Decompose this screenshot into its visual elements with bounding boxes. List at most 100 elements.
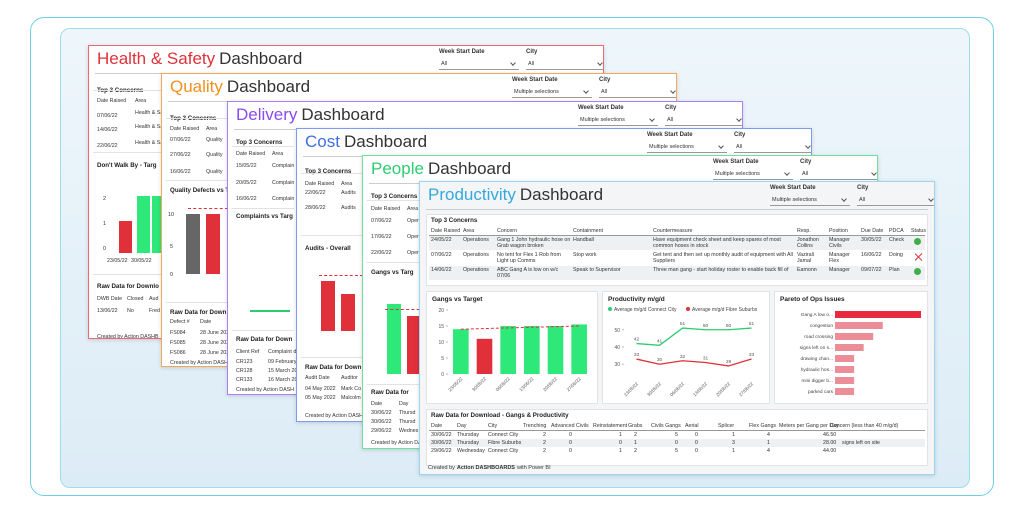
card-text: Area xyxy=(407,206,419,212)
table-cell: Gang 1 John hydraulic hose on Grab wagon… xyxy=(497,237,571,249)
filter-dropdown: Multiple selections xyxy=(647,142,727,153)
column-header: Area xyxy=(463,228,475,234)
chart-title: Productivity m/g/d xyxy=(608,296,665,303)
legend-label: Average m/g/d Connect City xyxy=(614,307,677,313)
data-label: 33 xyxy=(749,352,755,358)
column-header: Reinstatement xyxy=(593,423,628,429)
chart-bar-fragment xyxy=(206,214,220,274)
bar xyxy=(476,338,493,374)
card-text: Date Raised xyxy=(305,181,335,187)
chart-title: Gangs vs Target xyxy=(432,296,483,303)
bar xyxy=(571,324,587,374)
table-cell: Connect City xyxy=(488,448,519,454)
table-cell: 2 xyxy=(543,448,546,454)
table-cell: 07/06/22 xyxy=(431,252,452,258)
table-cell: Stop work xyxy=(573,252,597,258)
x-tick-label: 30/05/22 xyxy=(471,376,487,392)
card-text: Client Ref xyxy=(236,349,260,355)
panel: Raw Data for Download - Gangs & Producti… xyxy=(426,409,928,466)
table-cell: 0 xyxy=(675,440,678,446)
panel-divider xyxy=(232,146,294,147)
dashboard-title: Cost Dashboard xyxy=(305,132,427,152)
panel-divider xyxy=(93,274,165,275)
filter-label: Week Start Date xyxy=(439,49,485,55)
category-label: road crossing xyxy=(804,334,833,340)
footer-brand: Action DASHBOARDS xyxy=(456,465,515,471)
footer-text: with Power BI xyxy=(516,465,551,471)
title-word: Health & Safety xyxy=(97,49,216,68)
card-text: 20/05/22 xyxy=(236,180,257,186)
y-tick-label: 30 xyxy=(614,362,620,368)
card-text: 16/06/22 xyxy=(170,169,191,175)
data-label: 41 xyxy=(657,338,663,344)
filter-dropdown: All xyxy=(439,59,519,70)
dashboard-title: Delivery Dashboard xyxy=(236,105,385,125)
table-cell: 28.00 xyxy=(823,440,837,446)
card-text: Complain xyxy=(272,180,295,186)
title-word: Cost xyxy=(305,132,340,151)
card-text: 28 June 2022 xyxy=(200,330,233,336)
table-cell: Vazirali Jamal xyxy=(797,252,814,264)
column-header: Containment xyxy=(573,228,604,234)
section-title: Raw Data for Down xyxy=(236,336,293,343)
card-text: Created by Action DAS xyxy=(371,440,426,446)
card-text: 0 xyxy=(170,272,173,278)
column-header: Resp. xyxy=(797,228,811,234)
filter-dropdown: All xyxy=(800,169,877,180)
table-cell: 1 xyxy=(732,448,735,454)
card-text: FS084 xyxy=(170,330,186,336)
card-text: Created by Action DASHB xyxy=(97,334,159,339)
section-title: Gangs vs Targ xyxy=(371,269,414,276)
outer-frame xyxy=(30,17,994,496)
data-label: 33 xyxy=(634,352,640,358)
card-text: Oper xyxy=(407,218,419,224)
card-text: 07/06/22 xyxy=(170,137,191,143)
card-text: 16/06/22 xyxy=(236,196,257,202)
panel-divider xyxy=(367,200,429,201)
panel: Productivity m/g/d Average m/g/d Connect … xyxy=(602,291,770,404)
card-text: No xyxy=(127,308,134,314)
table-cell: Wednesday xyxy=(457,448,485,454)
footer-text: Created by xyxy=(428,465,455,471)
table-cell: Manager Flex xyxy=(829,252,850,264)
column-header: Trenching xyxy=(523,423,547,429)
card-text: Aud xyxy=(149,296,159,302)
target-line-fragment xyxy=(188,208,228,209)
card-text: Date xyxy=(371,401,383,407)
bar xyxy=(835,377,855,384)
table-cell: 0 xyxy=(569,448,572,454)
card-text: 15/05/22 xyxy=(236,163,257,169)
section-title: Raw Data for Down xyxy=(170,309,227,316)
status-cross xyxy=(914,252,923,262)
chart-bar-fragment xyxy=(137,196,150,253)
column-header: Concern (less than 40 m/g/d) xyxy=(830,423,899,429)
chart-title: Pareto of Ops Issues xyxy=(780,296,845,303)
table-cell: 3 xyxy=(732,440,735,446)
series-line xyxy=(636,327,752,346)
title-rule xyxy=(426,209,928,210)
card-text: Audits xyxy=(341,205,356,211)
card-text: Health & Safety xyxy=(135,140,172,146)
card-text: Malcolm xyxy=(341,395,361,401)
series-line xyxy=(636,358,752,367)
dashboard-title: Productivity Dashboard xyxy=(428,185,603,205)
filter-dropdown: All xyxy=(599,87,676,98)
column-header: Countermeasure xyxy=(653,228,693,234)
data-label: 42 xyxy=(634,337,640,343)
card-text: Health & Safety xyxy=(135,124,172,130)
target-line-fragment xyxy=(319,275,363,276)
bar xyxy=(500,326,516,374)
card-text: Quality xyxy=(206,169,223,175)
card-text: 15 March 20 xyxy=(268,368,298,374)
card-text: 10 xyxy=(168,212,174,218)
card-text: 0 xyxy=(103,246,106,252)
panel: Top 3 Concerns Date Raised Area Concern Cont… xyxy=(426,214,928,286)
card-text: Fred xyxy=(149,308,160,314)
card-text: 09 February xyxy=(268,359,297,365)
dashboard-title: Health & Safety Dashboard xyxy=(97,49,302,69)
card-text: CR133 xyxy=(236,377,253,383)
filter-label: Week Start Date xyxy=(713,159,759,165)
card-text: Wednes xyxy=(399,428,419,434)
card-text: 22/06/22 xyxy=(305,190,326,196)
